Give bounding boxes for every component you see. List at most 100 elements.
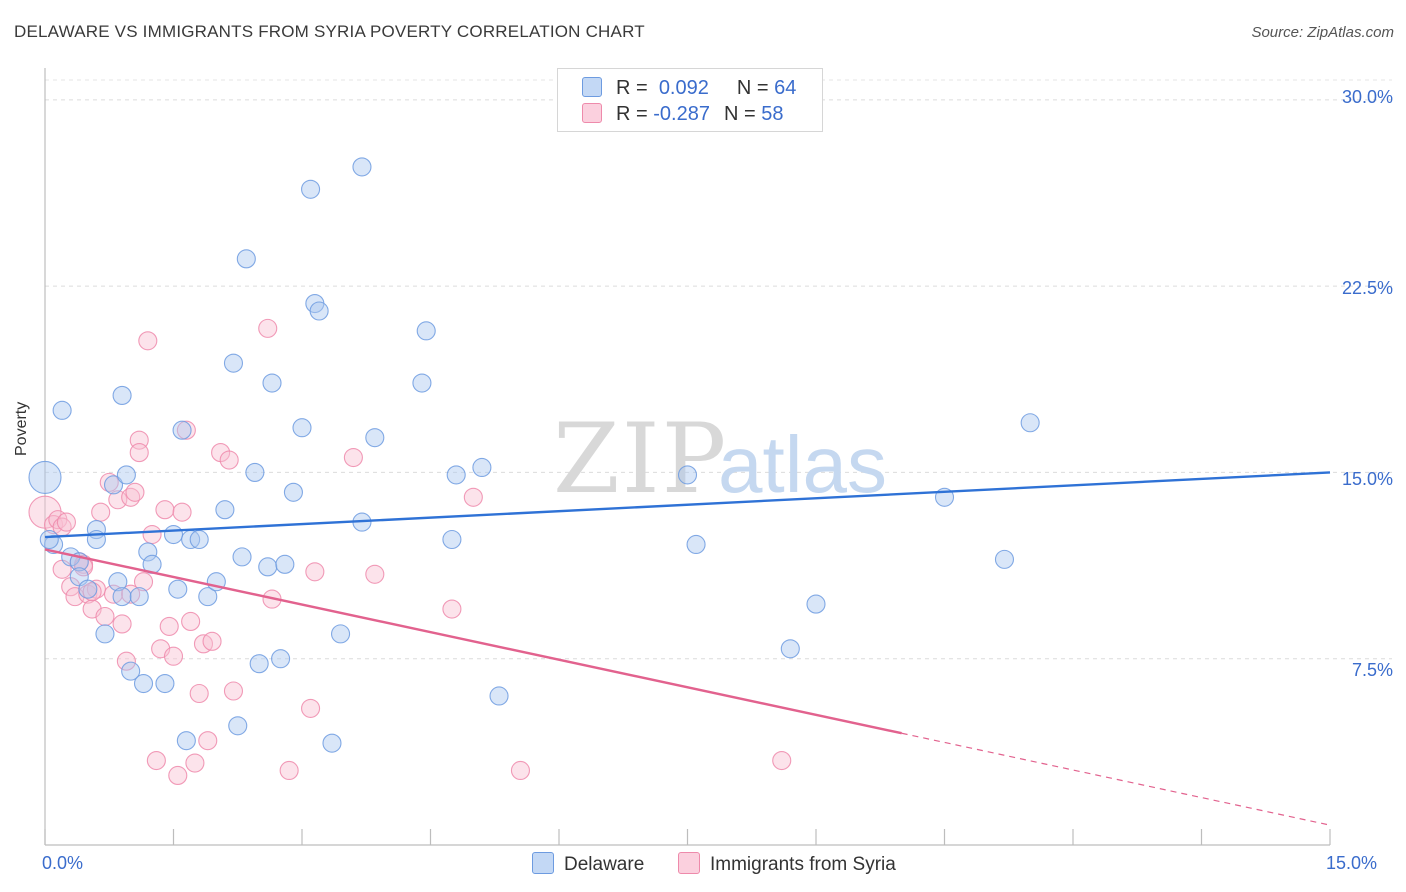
source-label: Source: ZipAtlas.com — [1251, 24, 1394, 41]
syria-point-41 — [219, 450, 239, 470]
delaware-point-37 — [262, 373, 282, 393]
syria-point-31 — [168, 765, 188, 786]
delaware-trend-line — [44, 471, 1331, 539]
x-tick-max: 15.0% — [1326, 853, 1378, 873]
delaware-point-34 — [245, 462, 265, 482]
correlation-legend: R = 0.092 N = 64 R = -0.287 N = 58 — [557, 68, 823, 132]
syria-trend-line — [44, 548, 902, 735]
delaware-point-29 — [215, 500, 235, 520]
delaware-point-49 — [365, 428, 385, 448]
watermark-zip: ZIP — [553, 403, 728, 515]
syria-point-49 — [365, 564, 385, 584]
legend-row-delaware: R = 0.092 N = 64 — [582, 77, 796, 103]
syria-point-33 — [176, 420, 196, 440]
delaware-point-59 — [806, 594, 826, 614]
syria-legend-swatch — [678, 852, 700, 874]
syria-legend-label: Immigrants from Syria — [710, 854, 896, 875]
syria-point-38 — [198, 731, 218, 751]
delaware-legend-label: Delaware — [564, 854, 645, 875]
syria-point-42 — [223, 681, 244, 701]
delaware-point-20 — [155, 674, 175, 694]
delaware-point-41 — [292, 418, 312, 438]
delaware-point-61 — [994, 549, 1015, 569]
r-label: R = — [616, 103, 648, 125]
syria-point-36 — [189, 683, 209, 704]
delaware-legend-swatch — [532, 852, 554, 874]
syria-point-24 — [138, 331, 158, 351]
delaware-point-62 — [1020, 413, 1040, 433]
r-label: R = — [616, 77, 648, 99]
delaware-point-30 — [223, 353, 244, 373]
syria-point-34 — [181, 611, 201, 632]
delaware-point-17 — [133, 674, 154, 694]
delaware-point-36 — [258, 557, 278, 577]
r-value: 0.092 — [658, 77, 709, 99]
syria-point-32 — [172, 502, 192, 522]
axes — [44, 68, 1331, 846]
gridlines — [45, 79, 1392, 660]
n-label: N = — [723, 103, 756, 125]
delaware-point-32 — [232, 547, 252, 567]
y-axis-label: Poverty — [13, 401, 30, 456]
r-value: -0.287 — [653, 103, 710, 125]
delaware-point-50 — [412, 373, 432, 393]
syria-point-54 — [56, 512, 76, 532]
n-label: N = — [736, 77, 769, 99]
legend-item-syria: Immigrants from Syria — [678, 852, 896, 876]
syria-point-46 — [301, 698, 321, 718]
delaware-points — [28, 157, 1040, 753]
syria-point-12 — [91, 502, 111, 522]
delaware-point-16 — [129, 587, 149, 607]
syria-point-13 — [95, 606, 115, 627]
syria-point-43 — [258, 318, 278, 338]
delaware-point-56 — [677, 465, 698, 485]
delaware-point-54 — [489, 686, 509, 706]
delaware-point-53 — [446, 465, 466, 485]
delaware-point-42 — [301, 179, 321, 199]
syria-point-23 — [133, 572, 154, 592]
syria-point-29 — [159, 616, 179, 636]
delaware-point-51 — [416, 321, 436, 341]
n-value: 64 — [774, 77, 797, 99]
delaware-point-6 — [78, 579, 98, 599]
y-tick-30: 30.0% — [1341, 87, 1393, 107]
delaware-point-31 — [228, 716, 248, 736]
delaware-point-44 — [309, 301, 329, 321]
legend-item-delaware: Delaware — [532, 852, 644, 876]
delaware-point-39 — [275, 554, 295, 574]
delaware-point-24 — [176, 731, 196, 751]
syria-point-28 — [155, 500, 175, 520]
syria-point-17 — [112, 614, 132, 634]
y-tick-22-5: 22.5% — [1341, 278, 1393, 298]
delaware-point-13 — [112, 587, 132, 607]
delaware-point-18 — [138, 542, 158, 562]
syria-point-25 — [142, 524, 162, 545]
delaware-point-45 — [322, 733, 342, 753]
delaware-point-12 — [112, 385, 132, 405]
syria-point-53 — [772, 751, 792, 771]
y-tick-7-5: 7.5% — [1351, 660, 1393, 680]
delaware-point-0 — [28, 460, 62, 494]
delaware-point-57 — [686, 534, 706, 555]
watermark: ZIP atlas — [553, 403, 887, 515]
delaware-point-40 — [283, 482, 303, 502]
syria-point-35 — [185, 753, 205, 773]
delaware-point-58 — [780, 639, 800, 659]
delaware-point-21 — [163, 524, 184, 545]
syria-point-47 — [305, 562, 325, 582]
legend-row-syria: R = -0.287 N = 58 — [582, 103, 783, 129]
delaware-point-27 — [198, 587, 218, 607]
syria-point-45 — [279, 760, 299, 781]
delaware-point-10 — [103, 475, 124, 495]
syria-point-51 — [463, 487, 483, 507]
syria-point-18 — [116, 651, 136, 671]
delaware-point-26 — [189, 529, 209, 550]
chart-title: DELAWARE VS IMMIGRANTS FROM SYRIA POVERT… — [14, 22, 645, 41]
delaware-point-52 — [442, 529, 462, 550]
delaware-point-47 — [352, 157, 372, 177]
delaware-point-23 — [172, 420, 192, 440]
syria-trend-extension — [901, 732, 1331, 826]
delaware-point-33 — [236, 249, 256, 269]
delaware-point-38 — [271, 649, 291, 669]
